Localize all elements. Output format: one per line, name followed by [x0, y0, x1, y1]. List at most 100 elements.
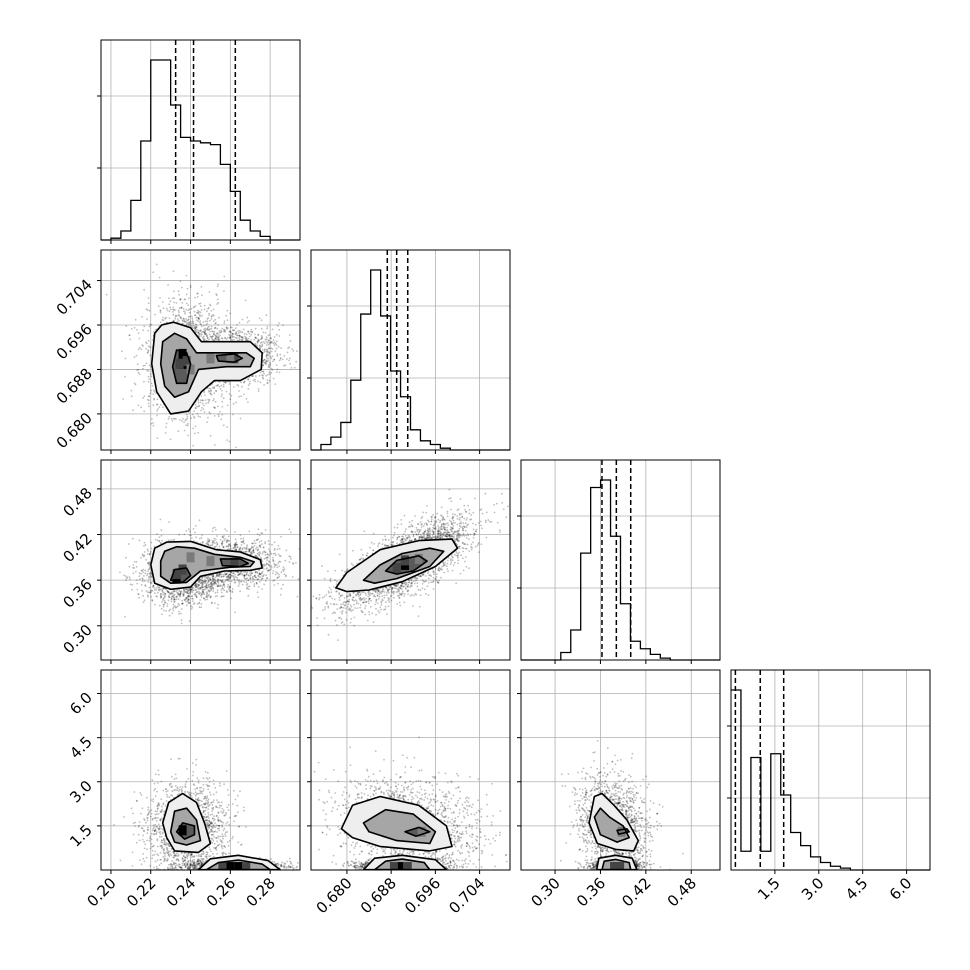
scatter-point — [202, 408, 205, 411]
scatter-point — [179, 298, 182, 301]
scatter-point — [288, 555, 291, 558]
scatter-point — [184, 298, 187, 301]
histogram-bar — [341, 422, 351, 450]
scatter-point — [209, 330, 211, 333]
scatter-point — [265, 374, 267, 377]
scatter-point — [129, 338, 132, 341]
scatter-point — [259, 573, 262, 576]
scatter-point — [124, 375, 126, 378]
scatter-point — [244, 337, 247, 340]
scatter-point — [179, 595, 182, 598]
scatter-point — [236, 571, 239, 574]
histogram-bar — [821, 863, 831, 871]
scatter-point — [227, 583, 230, 586]
scatter-point — [263, 349, 266, 352]
scatter-point — [292, 350, 295, 352]
scatter-point — [234, 575, 237, 578]
scatter-point — [213, 578, 215, 581]
scatter-point — [258, 541, 261, 543]
scatter-point — [155, 263, 158, 266]
scatter-point — [184, 311, 186, 313]
scatter-point — [151, 599, 154, 601]
scatter-point — [268, 347, 270, 350]
scatter-point — [275, 347, 278, 350]
scatter-point — [160, 593, 162, 595]
histogram-bar — [181, 137, 191, 240]
scatter-point — [243, 542, 246, 545]
scatter-point — [238, 331, 240, 334]
scatter-point — [213, 537, 216, 540]
scatter-point — [185, 318, 188, 320]
scatter-point — [153, 589, 156, 591]
scatter-point — [254, 576, 257, 579]
scatter-point — [217, 575, 220, 577]
scatter-point — [164, 432, 167, 434]
scatter-point — [213, 444, 216, 446]
scatter-point — [134, 383, 137, 386]
scatter-point — [253, 539, 256, 542]
scatter-point — [203, 338, 206, 340]
scatter-point — [212, 308, 215, 311]
scatter-point — [268, 333, 271, 336]
scatter-point — [204, 327, 207, 330]
scatter-point — [156, 403, 159, 406]
scatter-point — [171, 297, 174, 300]
scatter-point — [263, 342, 266, 345]
scatter-point — [206, 322, 209, 325]
scatter-point — [207, 398, 210, 401]
scatter-point — [227, 575, 230, 577]
scatter-point — [266, 577, 268, 580]
scatter-point — [198, 303, 201, 305]
scatter-point — [157, 591, 159, 594]
scatter-point — [185, 308, 188, 311]
histogram-panel: 1.5 3.0 4.5 6.0 — [727, 669, 931, 904]
scatter-point — [266, 325, 269, 328]
scatter-point — [209, 412, 211, 415]
scatter-point — [197, 415, 200, 417]
scatter-point — [190, 605, 192, 607]
scatter-point — [238, 321, 241, 324]
scatter-point — [142, 367, 144, 370]
scatter-point — [228, 440, 231, 443]
scatter-point — [248, 550, 251, 553]
scatter-point — [230, 338, 233, 341]
scatter-point — [202, 580, 205, 583]
scatter-point — [195, 326, 198, 329]
scatter-point — [182, 417, 184, 420]
scatter-point — [173, 593, 176, 596]
scatter-point — [206, 421, 209, 424]
scatter-point — [252, 551, 255, 554]
scatter-point — [230, 394, 233, 397]
scatter-point — [199, 416, 202, 418]
scatter-point — [130, 389, 133, 392]
scatter-point — [188, 297, 190, 300]
scatter-point — [147, 349, 150, 352]
scatter-point — [192, 586, 195, 589]
scatter-point — [178, 307, 181, 309]
scatter-point — [233, 336, 236, 338]
scatter-point — [260, 341, 263, 343]
scatter-point — [187, 304, 190, 307]
scatter-point — [210, 589, 213, 592]
scatter-point — [269, 363, 272, 365]
scatter-point — [217, 336, 220, 339]
scatter-point — [207, 594, 210, 597]
scatter-point — [194, 584, 196, 587]
scatter-point — [225, 573, 228, 575]
scatter-point — [195, 319, 198, 321]
scatter-point — [149, 354, 152, 357]
scatter-point — [243, 381, 245, 384]
scatter-point — [185, 588, 188, 591]
scatter-point — [227, 336, 229, 339]
histogram-bar — [321, 444, 331, 450]
scatter-point — [194, 583, 197, 585]
scatter-point — [136, 369, 139, 372]
scatter-point — [222, 424, 225, 427]
scatter-point — [205, 402, 208, 405]
scatter-point — [213, 540, 216, 542]
scatter-point — [219, 387, 222, 390]
scatter-point — [252, 542, 255, 545]
scatter-point — [148, 364, 151, 367]
scatter-point — [257, 333, 260, 336]
scatter-point — [172, 539, 175, 542]
